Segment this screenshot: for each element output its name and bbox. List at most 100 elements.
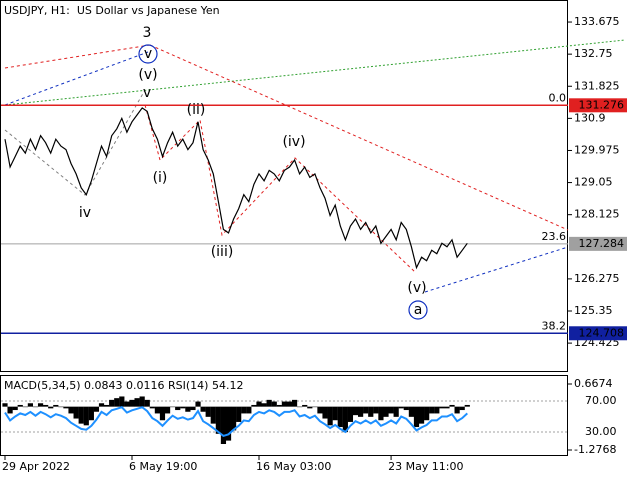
macd-bar [63, 406, 69, 409]
macd-bar [393, 406, 399, 417]
macd-bar [251, 404, 257, 407]
macd-bar [241, 406, 247, 414]
indicator-label: MACD(5,34,5) 0.0843 0.0116 RSI(14) 54.12 [4, 379, 243, 392]
macd-bar [43, 404, 49, 407]
macd-bar [236, 406, 242, 422]
macd-bar [424, 406, 430, 421]
macd-bar [459, 406, 465, 411]
macd-bar [88, 406, 94, 421]
x-tick-label: 16 May 03:00 [256, 460, 331, 473]
wave-label: 3 [143, 25, 152, 41]
macd-bar [124, 401, 130, 407]
macd-bar [231, 406, 237, 431]
macd-bar [286, 401, 293, 407]
macd-bar [27, 403, 33, 407]
y2-tick-label: 70.00 [585, 394, 617, 407]
macd-bar [347, 406, 354, 422]
macd-bar [271, 401, 277, 407]
macd-bar [363, 406, 369, 414]
y-tick-label: 131.825 [574, 79, 620, 92]
macd-bar [388, 406, 394, 414]
x-tick-label: 23 May 11:00 [388, 460, 463, 473]
macd-bar [144, 399, 150, 407]
wave-label: (i) [153, 170, 168, 186]
macd-bar [22, 406, 28, 408]
macd-bar [2, 403, 8, 407]
wave-label: (v) [407, 280, 426, 296]
level-label: 131.276 [579, 98, 625, 111]
macd-bar [256, 401, 262, 407]
macd-bar [114, 398, 120, 407]
wave-line [4, 89, 146, 196]
macd-bar [291, 399, 298, 407]
trend-line [4, 51, 149, 106]
macd-bar [149, 406, 155, 409]
wave-label: iv [79, 205, 91, 221]
macd-bar [225, 406, 232, 441]
wave-label: (ii) [187, 102, 206, 118]
macd-bar [312, 406, 318, 408]
macd-bar [418, 406, 425, 424]
wave-label: v [144, 46, 152, 62]
level-label: 127.284 [579, 237, 625, 250]
wave-label: a [414, 302, 423, 318]
y2-tick-label: 30.00 [585, 425, 617, 438]
macd-bar [322, 406, 328, 419]
chart-title: USDJPY, H1: US Dollar vs Japanese Yen [4, 4, 220, 17]
macd-bar [358, 406, 364, 417]
macd-bar [83, 406, 89, 426]
level-label: 124.708 [579, 326, 625, 339]
macd-bar [383, 406, 389, 417]
level-box [569, 98, 627, 113]
wave-label: (iv) [282, 134, 305, 150]
macd-bar [200, 406, 206, 412]
macd-bar [119, 396, 125, 407]
y-tick-label: -1.2768 [574, 443, 616, 456]
macd-bar [195, 401, 201, 407]
macd-bar [281, 401, 287, 407]
macd-bar [78, 406, 84, 424]
macd-bar [307, 406, 313, 409]
macd-bar [109, 399, 115, 407]
macd-bar [175, 406, 181, 411]
macd-bar [266, 399, 272, 407]
macd-bar [129, 399, 135, 407]
macd-bar [53, 404, 59, 407]
macd-bar [413, 406, 420, 428]
y-tick-label: 126.275 [574, 272, 620, 285]
macd-bar [205, 406, 211, 417]
macd-bar [332, 406, 338, 421]
macd-bar [276, 404, 282, 407]
macd-bar [220, 406, 227, 445]
macd-bar [434, 406, 440, 414]
macd-bar [352, 406, 359, 416]
y-tick-label: 129.05 [574, 176, 613, 189]
macd-bar [93, 406, 100, 412]
macd-bar [398, 406, 404, 409]
macd-bar [327, 406, 333, 426]
macd-bar [68, 406, 74, 414]
macd-bar [444, 406, 450, 409]
price-panel [0, 0, 568, 372]
y-tick-label: 133.675 [574, 15, 620, 28]
rsi-line [4, 406, 468, 438]
macd-bar [58, 406, 64, 408]
x-tick-label: 6 May 19:00 [129, 460, 197, 473]
macd-bar [337, 406, 343, 428]
macd-bar [261, 403, 267, 407]
macd-bar [7, 406, 13, 414]
trend-line [149, 44, 569, 231]
y-tick-label: 130.9 [574, 111, 606, 124]
macd-bar [246, 406, 252, 414]
macd-bar [134, 398, 140, 407]
wave-label: (iii) [211, 244, 234, 260]
macd-bar [215, 406, 221, 434]
macd-bar [37, 403, 44, 407]
macd-bar [378, 406, 384, 421]
macd-bar [180, 406, 186, 409]
macd-bar [454, 406, 460, 414]
y-tick-label: 129.975 [574, 143, 620, 156]
wave-circle [138, 44, 158, 64]
